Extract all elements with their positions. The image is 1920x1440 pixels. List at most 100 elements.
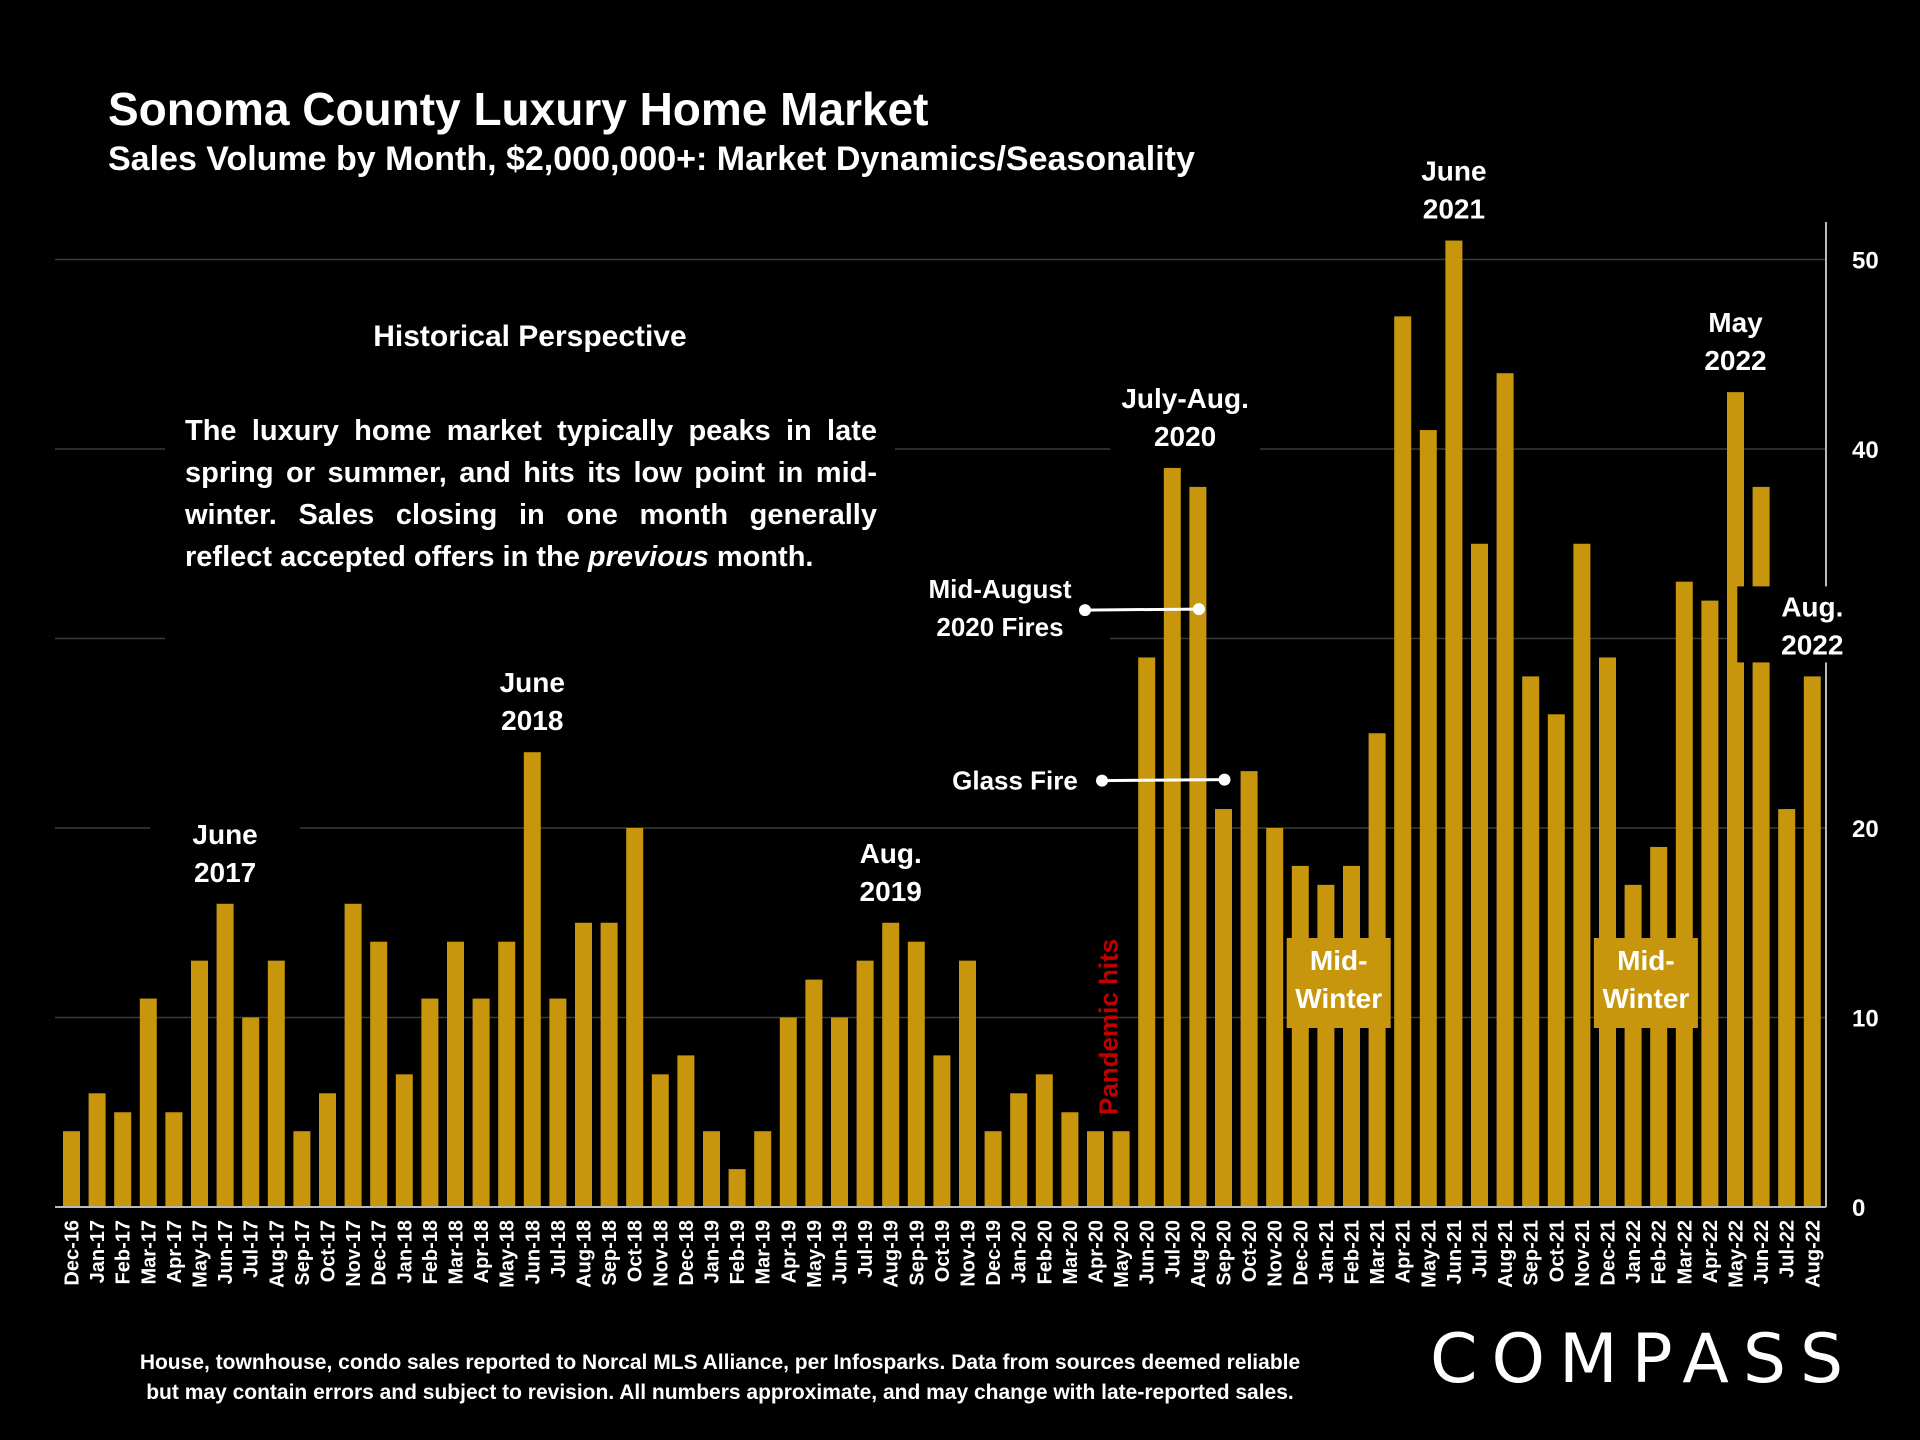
x-tick-label-Aug-20: Aug-20 [1188,1220,1210,1288]
bar-Sep-20 [1215,809,1232,1207]
x-tick-label-Mar-19: Mar-19 [753,1220,775,1284]
x-tick-label-Oct-17: Oct-17 [318,1220,340,1282]
x-tick-label-Sep-18: Sep-18 [599,1220,621,1286]
bar-Jan-19 [703,1131,720,1207]
annotation-backdrop-jun2018 [457,662,608,739]
x-tick-label-Dec-17: Dec-17 [369,1220,391,1286]
bar-Jul-17 [242,1017,260,1207]
x-tick-label-Nov-18: Nov-18 [650,1220,672,1287]
x-tick-label-Dec-18: Dec-18 [676,1220,698,1286]
x-tick-label-Jul-22: Jul-22 [1777,1220,1799,1278]
annotation-backdrop-jun2021 [1378,150,1529,227]
x-tick-label-Sep-17: Sep-17 [292,1220,314,1286]
x-tick-label-Mar-21: Mar-21 [1367,1220,1389,1284]
x-tick-label-Dec-21: Dec-21 [1598,1220,1620,1286]
bar-Dec-20 [1291,865,1309,1207]
bar-Jun-19 [831,1017,848,1207]
bar-Nov-19 [959,960,976,1207]
callout-dot-end-fires [1192,603,1205,616]
x-tick-label-Jan-22: Jan-22 [1623,1220,1645,1283]
bar-Mar-20 [1061,1112,1079,1207]
bar-Jan-21 [1317,884,1335,1207]
bar-Feb-18 [421,998,439,1207]
annotation-julaug2020: July-Aug. 2020 [1121,383,1249,452]
bar-Aug-20 [1189,486,1207,1207]
x-tick-label-Jan-20: Jan-20 [1009,1220,1031,1283]
bar-Feb-21 [1343,865,1360,1207]
callout-label-fires: Mid-August 2020 Fires [929,574,1072,642]
historical-perspective-heading: Historical Perspective [373,320,687,353]
bar-Jan-18 [395,1074,413,1207]
bar-Feb-19 [728,1169,746,1207]
x-tick-label-Feb-21: Feb-21 [1342,1220,1364,1284]
x-tick-label-Jun-18: Jun-18 [522,1220,544,1284]
bar-May-20 [1112,1131,1130,1207]
x-tick-label-Nov-19: Nov-19 [958,1220,980,1287]
bar-Mar-19 [754,1131,772,1207]
bar-Jun-22 [1752,486,1770,1207]
bar-Jun-18 [523,752,541,1207]
annotation-aug2022: Aug. 2022 [1781,591,1843,660]
x-tick-label-May-19: May-19 [804,1220,826,1288]
bar-Apr-20 [1087,1131,1104,1207]
footnote: House, townhouse, condo sales reported t… [60,1348,1380,1408]
x-tick-label-May-17: May-17 [190,1220,212,1288]
bar-Jul-22 [1778,809,1796,1207]
annotation-jun2018: June 2018 [500,667,565,736]
bar-Jun-21 [1445,240,1463,1208]
x-tick-label-Jun-20: Jun-20 [1137,1220,1159,1284]
annotation-backdrop-may2022 [1660,302,1811,379]
callout-dot-end-glass [1218,773,1231,786]
bar-Oct-19 [933,1055,951,1207]
x-tick-label-Jul-21: Jul-21 [1470,1220,1492,1278]
x-tick-label-Jun-19: Jun-19 [830,1220,852,1284]
bar-Dec-18 [677,1055,695,1207]
callout-backdrop-glass [905,758,1125,803]
x-tick-label-May-21: May-21 [1418,1220,1440,1288]
x-tick-label-Mar-22: Mar-22 [1674,1220,1696,1284]
bar-May-18 [498,941,516,1207]
bar-Aug-17 [267,960,285,1207]
callout-dot-start-glass [1096,774,1108,787]
x-tick-label-Jan-18: Jan-18 [394,1220,416,1283]
bar-Dec-17 [370,941,388,1207]
x-tick-label-May-20: May-20 [1111,1220,1133,1288]
annotation-jun2017: June 2017 [192,819,257,888]
bar-Aug-19 [882,922,900,1207]
footnote-line-2: but may contain errors and subject to re… [146,1381,1294,1404]
annotation-backdrop-jun2017 [150,813,301,890]
bar-Jan-22 [1624,884,1642,1207]
x-tick-label-Jul-18: Jul-18 [548,1220,570,1278]
annotation-backdrop-aug2019 [815,832,966,909]
bar-Dec-21 [1599,657,1616,1207]
x-tick-label-Oct-19: Oct-19 [932,1220,954,1282]
x-tick-label-Aug-21: Aug-21 [1495,1220,1517,1288]
x-tick-label-Nov-20: Nov-20 [1265,1220,1287,1287]
x-tick-label-Jan-21: Jan-21 [1316,1220,1338,1283]
bar-Sep-21 [1522,676,1540,1207]
callout-label-glass: Glass Fire [952,766,1078,796]
callout-line-fires [1084,607,1199,612]
bar-Aug-18 [575,922,592,1207]
chart-title: Sonoma County Luxury Home Market [108,83,929,135]
x-tick-label-Nov-17: Nov-17 [343,1220,365,1287]
x-tick-label-May-18: May-18 [497,1220,519,1288]
bar-Aug-22 [1803,676,1821,1207]
x-tick-label-Sep-20: Sep-20 [1214,1220,1236,1286]
bar-Apr-21 [1394,316,1412,1208]
x-tick-label-Apr-20: Apr-20 [1086,1220,1108,1283]
y-tick-label-20: 20 [1852,816,1879,843]
x-tick-label-Feb-20: Feb-20 [1034,1220,1056,1284]
x-tick-label-Jan-17: Jan-17 [87,1220,109,1283]
emphasis-previous: previous [587,541,709,573]
x-tick-label-Aug-19: Aug-19 [881,1220,903,1288]
bar-Nov-17 [344,903,362,1207]
bar-Nov-20 [1266,828,1284,1207]
annotation-may2022: May 2022 [1704,307,1766,376]
bar-Dec-16 [63,1131,80,1207]
x-tick-label-Apr-19: Apr-19 [778,1220,800,1283]
bar-Feb-20 [1035,1074,1053,1207]
x-tick-label-Apr-21: Apr-21 [1393,1220,1415,1283]
x-tick-label-Mar-17: Mar-17 [138,1220,160,1284]
